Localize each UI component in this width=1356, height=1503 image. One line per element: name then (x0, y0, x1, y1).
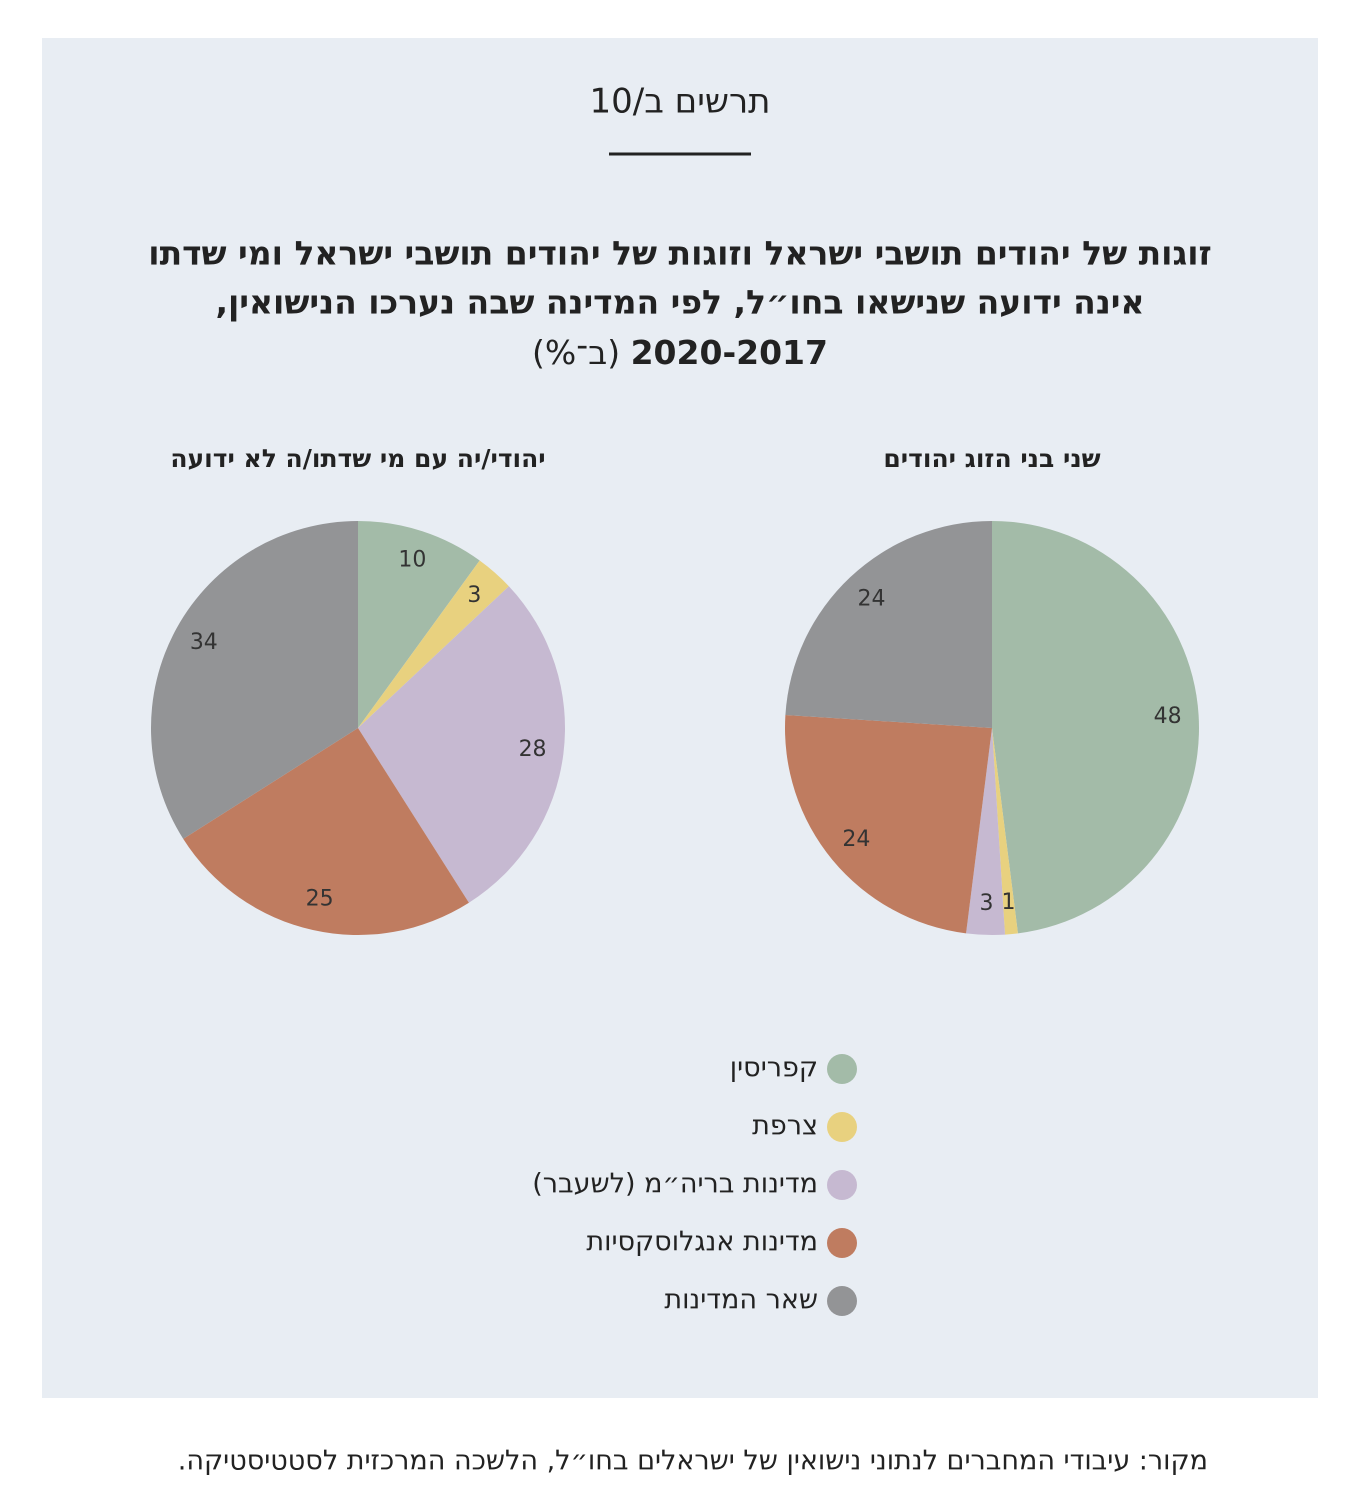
data-label: 3 (979, 891, 993, 916)
data-label: 24 (858, 587, 886, 612)
legend-swatch (827, 1112, 857, 1142)
pie-slice (992, 728, 1018, 935)
data-label: 34 (190, 630, 218, 655)
pie-slice (785, 715, 992, 934)
space (620, 333, 631, 372)
pie-title: יהודי/יה עם מי שדתו/ה לא ידועה (170, 444, 545, 473)
data-label: 1 (1002, 890, 1016, 915)
unit: (ב־%) (532, 333, 620, 372)
legend: קפריסין צרפת מדינות בריה״מ (לשעבר) מדינות א… (532, 1053, 857, 1316)
legend-swatch (827, 1228, 857, 1258)
legend-swatch (827, 1170, 857, 1200)
title-line: 2020-2017 (ב־%) (532, 333, 828, 372)
pie-slice (183, 728, 469, 935)
title-line: זוגות של יהודים תושבי ישראל וזוגות של יה… (148, 234, 1212, 273)
legend-label: קפריסין (730, 1053, 818, 1084)
data-label: 24 (842, 827, 870, 852)
legend-label: מדינות בריה״מ (לשעבר) (532, 1169, 818, 1200)
pie-slice (358, 560, 509, 728)
legend-label: צרפת (752, 1111, 818, 1142)
figure-label: תרשים ב/10 (590, 82, 771, 122)
pie-slice (358, 521, 480, 728)
pie-slice (785, 521, 992, 728)
data-label: 28 (519, 737, 547, 762)
data-label: 10 (398, 548, 426, 573)
data-label: 25 (306, 887, 334, 912)
title-line: אינה ידועה שנישאו בחו״ל, לפי המדינה שבה … (215, 283, 1144, 322)
legend-label: מדינות אנגלוסקסיות (586, 1227, 818, 1258)
title-years: 2020-2017 (631, 333, 828, 372)
legend-swatch (827, 1054, 857, 1084)
pie-title: שני בני הזוג יהודים (883, 444, 1100, 473)
legend-swatch (827, 1286, 857, 1316)
pie-slice (358, 586, 565, 903)
data-label: 3 (467, 583, 481, 608)
source: מקור: עיבודי המחברים לנתוני נישואין של י… (178, 1446, 1208, 1477)
pie-slice (992, 521, 1199, 934)
pie-slice (151, 521, 358, 839)
legend-label: שאר המדינות (664, 1285, 818, 1316)
data-label: 48 (1154, 704, 1182, 729)
pie-slice (966, 728, 1005, 935)
